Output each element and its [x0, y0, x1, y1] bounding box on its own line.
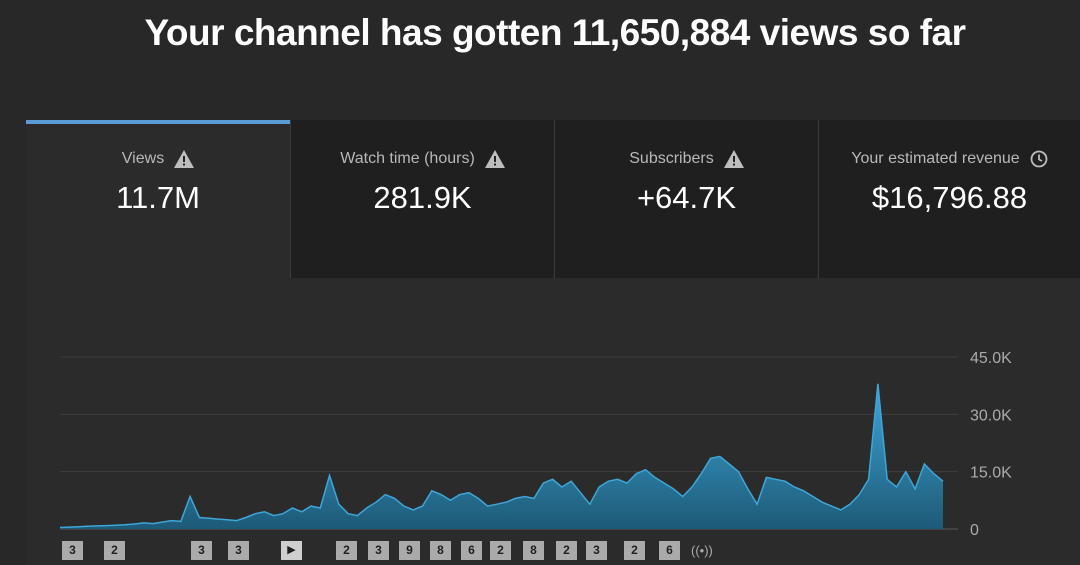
tab-views-label: Views	[121, 150, 165, 167]
y-tick-label: 45.0K	[970, 350, 1012, 367]
views-area	[60, 383, 943, 529]
y-tick-label: 0	[970, 522, 979, 539]
tab-subscribers-value: +64.7K	[636, 180, 737, 215]
views-line	[59, 383, 944, 529]
metric-tabs: Views 11.7M Watch time (hours) 281.9K	[26, 120, 1080, 278]
page-headline: Your channel has gotten 11,650,884 views…	[144, 12, 967, 53]
tab-subscribers-label: Subscribers	[629, 150, 714, 167]
y-tick-label: 15.0K	[970, 465, 1012, 482]
warning-icon	[174, 150, 195, 168]
tab-views[interactable]: Views 11.7M	[26, 120, 290, 278]
tab-revenue[interactable]: Your estimated revenue $16,796.88	[818, 120, 1080, 278]
clock-icon	[1030, 150, 1048, 168]
y-tick-label: 30.0K	[970, 407, 1012, 424]
tab-watch-time-label: Watch time (hours)	[340, 150, 475, 167]
tab-watch-time-value: 281.9K	[373, 180, 472, 215]
tab-revenue-label: Your estimated revenue	[851, 150, 1020, 167]
tab-revenue-value: $16,796.88	[871, 180, 1028, 215]
tab-subscribers[interactable]: Subscribers +64.7K	[554, 120, 818, 278]
tab-views-value: 11.7M	[116, 180, 200, 215]
warning-icon	[723, 150, 744, 168]
tab-watch-time[interactable]: Watch time (hours) 281.9K	[290, 120, 554, 278]
warning-icon	[484, 150, 505, 168]
